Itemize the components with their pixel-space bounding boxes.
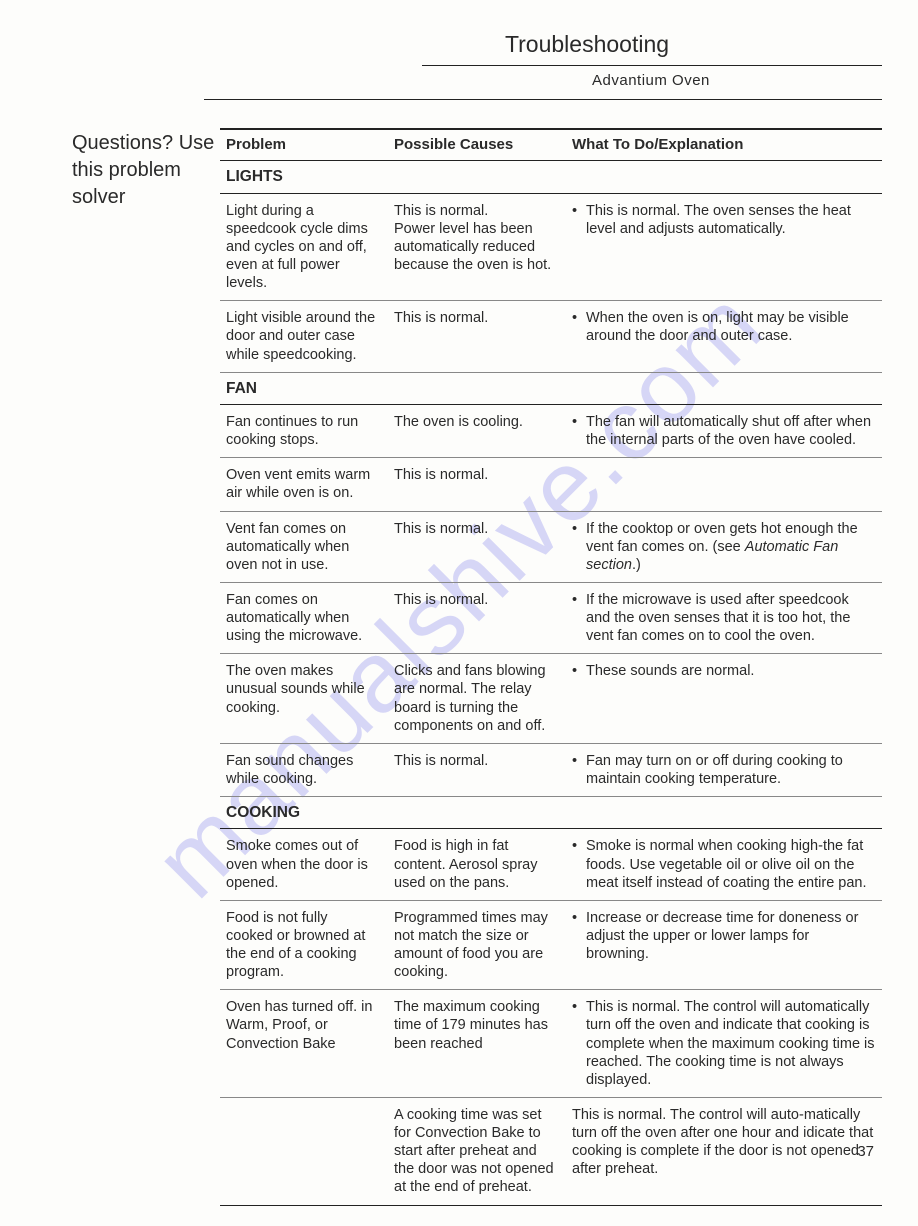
cell-problem [220,1097,388,1205]
cell-problem: Light visible around the door and outer … [220,301,388,372]
col-header-problem: Problem [220,129,388,161]
table-row: Oven vent emits warm air while oven is o… [220,458,882,511]
table-row: Food is not fully cooked or browned at t… [220,900,882,990]
cell-cause: This is normal. [388,511,566,582]
header-rule [422,65,882,66]
cell-explain: If the cooktop or oven gets hot enough t… [566,511,882,582]
cell-problem: Smoke comes out of oven when the door is… [220,829,388,900]
cell-problem: Fan sound changes while cooking. [220,743,388,796]
cell-cause: This is normal. [388,458,566,511]
cell-explain: Increase or decrease time for doneness o… [566,900,882,990]
cell-cause: A cooking time was set for Convection Ba… [388,1097,566,1205]
section-heading-row: FAN [220,372,882,404]
cell-explain: These sounds are normal. [566,654,882,744]
cell-explain [566,458,882,511]
section-heading-row: COOKING [220,797,882,829]
cell-explain: Fan may turn on or off during cooking to… [566,743,882,796]
cell-explain: This is normal. The control will automat… [566,990,882,1098]
explain-list: When the oven is on, light may be visibl… [572,309,876,345]
explain-list: Increase or decrease time for doneness o… [572,909,876,963]
cell-problem: Oven vent emits warm air while oven is o… [220,458,388,511]
col-header-cause: Possible Causes [388,129,566,161]
troubleshoot-table: Problem Possible Causes What To Do/Expla… [220,128,882,1206]
cell-explain: When the oven is on, light may be visibl… [566,301,882,372]
divider [204,99,882,100]
explain-item: This is normal. The oven senses the heat… [572,202,876,238]
page-title: Troubleshooting [292,30,882,59]
cell-explain: This is normal. The oven senses the heat… [566,193,882,301]
product-subhead: Advantium Oven [592,72,882,91]
section-heading: FAN [220,372,882,404]
explain-list: If the microwave is used after speedcook… [572,591,876,645]
explain-list: This is normal. The oven senses the heat… [572,202,876,238]
cell-explain: The fan will automatically shut off afte… [566,405,882,458]
section-heading: LIGHTS [220,161,882,193]
cell-cause: This is normal. [388,301,566,372]
cell-explain: If the microwave is used after speedcook… [566,582,882,653]
table-row: Vent fan comes on automatically when ove… [220,511,882,582]
cell-explain: This is normal. The control will auto-ma… [566,1097,882,1205]
table-header-row: Problem Possible Causes What To Do/Expla… [220,129,882,161]
explain-list: Smoke is normal when cooking high-the fa… [572,837,876,891]
explain-item: If the microwave is used after speedcook… [572,591,876,645]
cell-problem: Fan comes on automatically when using th… [220,582,388,653]
table-row: The oven makes unusual sounds while cook… [220,654,882,744]
cell-cause: Clicks and fans blowing are normal. The … [388,654,566,744]
cell-problem: Fan continues to run cooking stops. [220,405,388,458]
table-row: Fan comes on automatically when using th… [220,582,882,653]
explain-item: Smoke is normal when cooking high-the fa… [572,837,876,891]
explain-item: Fan may turn on or off during cooking to… [572,752,876,788]
table-row: Light visible around the door and outer … [220,301,882,372]
explain-list: These sounds are normal. [572,662,876,680]
cell-problem: Vent fan comes on automatically when ove… [220,511,388,582]
explain-list: This is normal. The control will automat… [572,998,876,1089]
explain-item: These sounds are normal. [572,662,876,680]
table-row: Oven has turned off. in Warm, Proof, or … [220,990,882,1098]
cell-cause: Food is high in fat content. Aerosol spr… [388,829,566,900]
cell-problem: The oven makes unusual sounds while cook… [220,654,388,744]
sidebar-note: Questions? Use this problem solver [72,128,220,1206]
explain-item: If the cooktop or oven gets hot enough t… [572,520,876,574]
cell-cause: This is normal. [388,743,566,796]
cell-problem: Food is not fully cooked or browned at t… [220,900,388,990]
col-header-explain: What To Do/Explanation [566,129,882,161]
table-row: Light during a speedcook cycle dims and … [220,193,882,301]
cell-cause: Programmed times may not match the size … [388,900,566,990]
explain-list: Fan may turn on or off during cooking to… [572,752,876,788]
explain-list: If the cooktop or oven gets hot enough t… [572,520,876,574]
explain-item: This is normal. The control will automat… [572,998,876,1089]
cell-cause: This is normal. [388,582,566,653]
section-heading-row: LIGHTS [220,161,882,193]
section-heading: COOKING [220,797,882,829]
table-row: A cooking time was set for Convection Ba… [220,1097,882,1205]
explain-item: Increase or decrease time for doneness o… [572,909,876,963]
cell-problem: Light during a speedcook cycle dims and … [220,193,388,301]
troubleshoot-table-wrap: Problem Possible Causes What To Do/Expla… [220,128,882,1206]
cell-cause: The maximum cooking time of 179 minutes … [388,990,566,1098]
cell-problem: Oven has turned off. in Warm, Proof, or … [220,990,388,1098]
explain-list: The fan will automatically shut off afte… [572,413,876,449]
cell-explain: Smoke is normal when cooking high-the fa… [566,829,882,900]
table-row: Fan continues to run cooking stops.The o… [220,405,882,458]
table-row: Fan sound changes while cooking.This is … [220,743,882,796]
explain-item: When the oven is on, light may be visibl… [572,309,876,345]
table-row: Smoke comes out of oven when the door is… [220,829,882,900]
explain-item: The fan will automatically shut off afte… [572,413,876,449]
cell-cause: The oven is cooling. [388,405,566,458]
italic-ref: Automatic Fan section [586,539,838,573]
cell-cause: This is normal. Power level has been aut… [388,193,566,301]
